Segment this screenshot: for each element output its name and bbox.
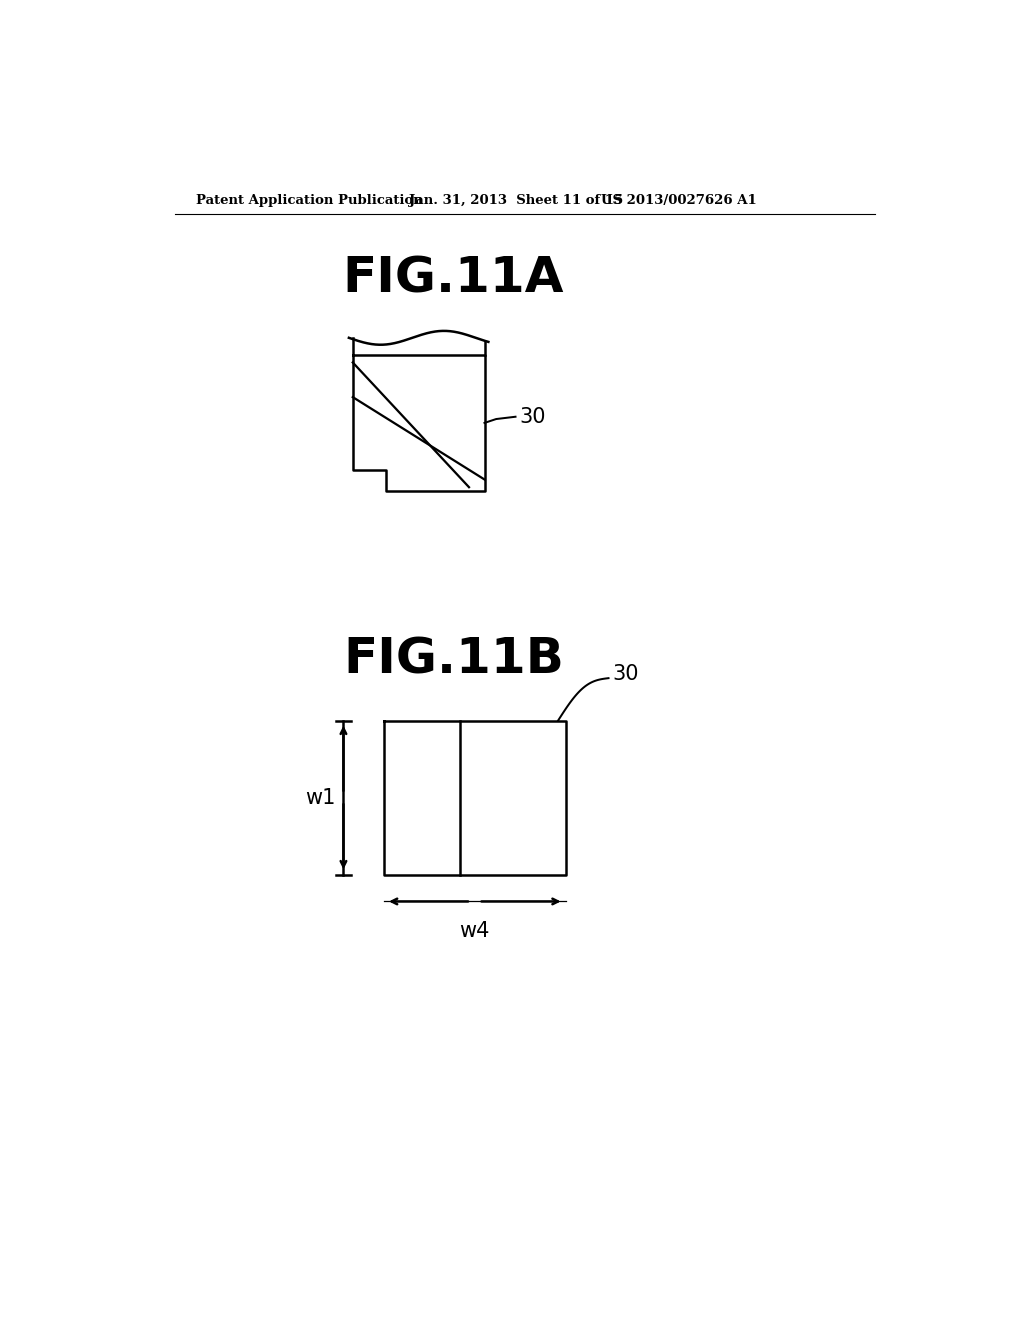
Text: FIG.11B: FIG.11B: [343, 636, 564, 684]
Text: US 2013/0027626 A1: US 2013/0027626 A1: [601, 194, 757, 207]
Text: w4: w4: [460, 921, 490, 941]
Text: 30: 30: [519, 407, 546, 426]
Text: w1: w1: [305, 788, 336, 808]
Text: 30: 30: [612, 664, 639, 684]
Text: Jan. 31, 2013  Sheet 11 of 15: Jan. 31, 2013 Sheet 11 of 15: [409, 194, 623, 207]
Text: FIG.11A: FIG.11A: [343, 255, 564, 302]
Text: Patent Application Publication: Patent Application Publication: [197, 194, 423, 207]
